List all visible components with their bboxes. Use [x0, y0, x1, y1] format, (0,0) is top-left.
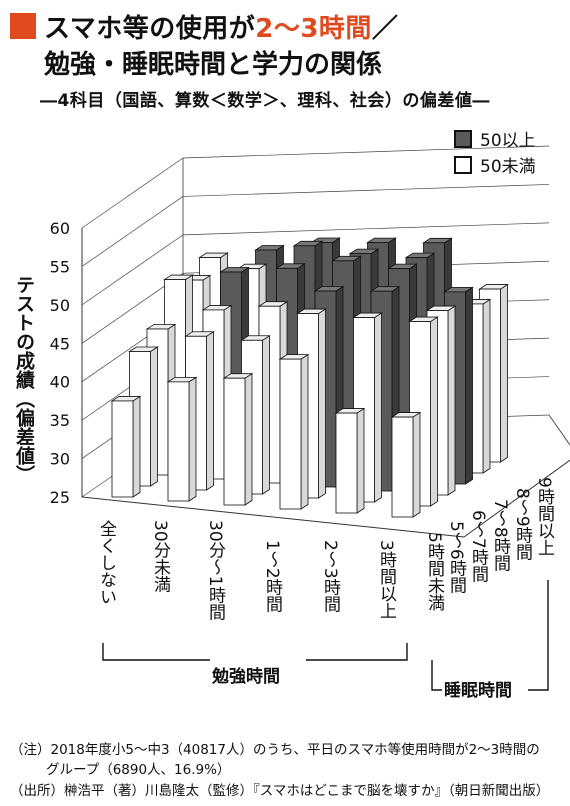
z-tick-label: 7〜8時間: [490, 499, 510, 572]
z-axis-label: 睡眠時間: [444, 681, 512, 701]
x-tick-label: 1〜2時間: [262, 540, 282, 613]
legend-item-above-50: 50以上: [454, 126, 536, 151]
chart-title-line2: 勉強・睡眠時間と学力の関係: [44, 50, 383, 80]
note-line: グループ（6890人、16.9%）: [46, 762, 231, 778]
bar-side: [447, 305, 456, 496]
gridline: [182, 184, 550, 197]
x-tick-label: 3時間以上: [376, 540, 396, 619]
bracket-x-right: [306, 643, 408, 661]
z-tick-label: 5〜6時間: [446, 521, 466, 594]
title-marker: [10, 13, 36, 39]
note-line: （注）2018年度小5〜中3（40817人）のうち、平日のスマホ等使用時間が2〜…: [10, 742, 540, 758]
chart-title: スマホ等の使用が2〜3時間／: [44, 14, 399, 44]
bracket-z-right: [528, 580, 549, 691]
bar-side: [150, 346, 158, 487]
z-tick-label: 9時間以上: [534, 477, 554, 556]
bar-side: [244, 372, 253, 506]
gridline: [182, 145, 550, 159]
bar-side: [430, 316, 438, 507]
bar-side: [482, 298, 491, 474]
bar: [391, 416, 414, 518]
z-tick-label: 5時間未満: [424, 532, 444, 611]
legend-swatch-light: [454, 155, 472, 174]
legend-item-below-50: 50未満: [454, 152, 536, 177]
floor-edge: [548, 414, 570, 446]
legend-label: 50以上: [480, 131, 536, 151]
legend-label: 50未満: [480, 157, 536, 177]
x-tick-label: 2〜3時間: [320, 540, 340, 613]
bar-side: [500, 283, 508, 463]
y-tick-label: 45: [50, 334, 70, 353]
bar-side: [132, 395, 141, 498]
x-tick-label: 30分未満: [150, 520, 170, 593]
y-tick-label: 40: [50, 373, 70, 392]
bar-side: [300, 353, 309, 510]
bar: [223, 377, 246, 506]
y-axis-label: テストの成績（偏差値）: [13, 275, 35, 484]
source-line: （出所）榊浩平（著）川島隆太（監修）『スマホはどこまで脳を壊すか』（朝日新聞出版…: [10, 783, 550, 799]
gridline: [81, 234, 184, 306]
y-tick-label: 35: [50, 411, 70, 430]
floor-edge: [463, 459, 570, 538]
bar-side: [356, 407, 365, 514]
chart-subtitle: ―4科目（国語、算数＜数学＞、理科、社会）の偏差値―: [40, 91, 490, 111]
y-tick-label: 30: [50, 450, 70, 469]
y-tick-label: 25: [50, 488, 70, 507]
x-tick-label: 30分〜1時間: [205, 520, 225, 621]
bracket-z-left: [431, 660, 442, 691]
gridline: [81, 157, 184, 229]
y-tick-label: 50: [50, 296, 70, 315]
bracket-x-left: [102, 643, 210, 661]
legend-swatch-dark: [454, 129, 472, 148]
bar-side: [206, 331, 214, 491]
bar-side: [374, 312, 382, 503]
bar: [111, 400, 134, 498]
bar: [167, 381, 190, 502]
z-tick-label: 6〜7時間: [468, 510, 488, 583]
title-highlight: 2〜3時間: [255, 14, 372, 44]
y-tick-label: 55: [50, 257, 70, 276]
bar: [335, 412, 358, 514]
bar-side: [465, 286, 473, 485]
gridline: [81, 196, 184, 267]
x-axis-label: 勉強時間: [212, 667, 280, 687]
bar-side: [318, 308, 326, 499]
bar: [279, 358, 302, 510]
x-tick-label: 全くしない: [96, 520, 116, 605]
gridline: [182, 222, 550, 236]
bar-side: [262, 335, 270, 495]
bar-side: [412, 411, 421, 518]
bar-side: [188, 376, 197, 502]
y-tick-label: 60: [50, 219, 70, 238]
floor-edge: [81, 496, 465, 538]
z-tick-label: 8〜9時間: [512, 488, 532, 561]
